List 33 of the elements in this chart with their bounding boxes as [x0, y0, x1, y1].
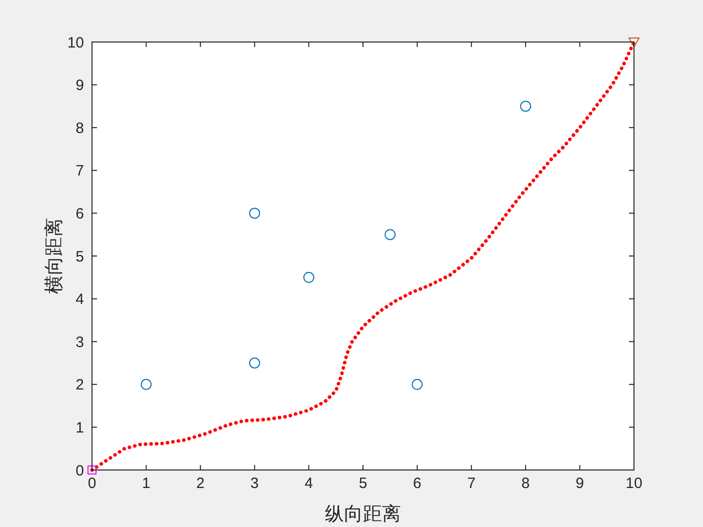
y-tick-label: 6 [76, 205, 84, 222]
y-tick-label: 2 [76, 376, 84, 394]
y-tick-label: 7 [76, 162, 84, 180]
point [249, 358, 260, 368]
y-tick-label: 1 [76, 419, 84, 436]
y-tick-label: 5 [76, 248, 84, 266]
point [412, 378, 423, 390]
x-axis-title: 纵向距离 [325, 503, 401, 525]
point [303, 272, 314, 283]
x-tick-label: 7 [467, 475, 476, 492]
point [249, 208, 260, 219]
x-tick-label: 6 [413, 475, 422, 492]
point [88, 466, 96, 474]
y-tick-label: 4 [76, 291, 84, 308]
x-tick-label: 8 [521, 475, 530, 492]
point [520, 100, 532, 112]
point [140, 378, 152, 390]
x-tick-label: 3 [250, 475, 259, 492]
x-tick-label: 1 [142, 475, 150, 492]
point [384, 229, 396, 240]
y-tick-label: 0 [76, 462, 84, 480]
x-tick-label: 10 [626, 475, 642, 492]
y-tick-label: 8 [76, 120, 84, 137]
y-axis-title: 横向距离 [43, 218, 65, 294]
y-tick-label: 9 [76, 77, 84, 94]
x-tick-label: 2 [196, 475, 205, 492]
y-tick-label: 3 [76, 334, 84, 351]
y-tick-label: 10 [67, 34, 84, 52]
x-tick-label: 4 [304, 475, 313, 492]
x-tick-label: 0 [88, 475, 96, 492]
x-tick-label: 5 [358, 475, 368, 492]
point [628, 38, 640, 48]
x-tick-label: 9 [576, 475, 584, 492]
